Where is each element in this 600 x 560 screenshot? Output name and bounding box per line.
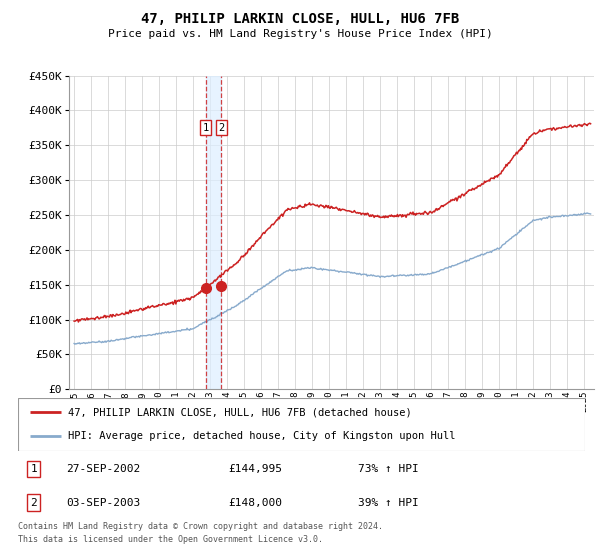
Text: 2: 2 [218,123,224,133]
Text: 1: 1 [31,464,37,474]
Text: £148,000: £148,000 [228,497,282,507]
Text: 1: 1 [202,123,209,133]
Text: 27-SEP-2002: 27-SEP-2002 [66,464,140,474]
Text: 03-SEP-2003: 03-SEP-2003 [66,497,140,507]
Text: 39% ↑ HPI: 39% ↑ HPI [358,497,419,507]
Text: HPI: Average price, detached house, City of Kingston upon Hull: HPI: Average price, detached house, City… [68,431,455,441]
Text: 47, PHILIP LARKIN CLOSE, HULL, HU6 7FB (detached house): 47, PHILIP LARKIN CLOSE, HULL, HU6 7FB (… [68,408,412,418]
Bar [206,76,221,389]
Text: 47, PHILIP LARKIN CLOSE, HULL, HU6 7FB: 47, PHILIP LARKIN CLOSE, HULL, HU6 7FB [141,12,459,26]
Text: £144,995: £144,995 [228,464,282,474]
Text: 2: 2 [31,497,37,507]
Text: This data is licensed under the Open Government Licence v3.0.: This data is licensed under the Open Gov… [18,535,323,544]
Text: Contains HM Land Registry data © Crown copyright and database right 2024.: Contains HM Land Registry data © Crown c… [18,522,383,531]
Text: Price paid vs. HM Land Registry's House Price Index (HPI): Price paid vs. HM Land Registry's House … [107,29,493,39]
Text: 73% ↑ HPI: 73% ↑ HPI [358,464,419,474]
